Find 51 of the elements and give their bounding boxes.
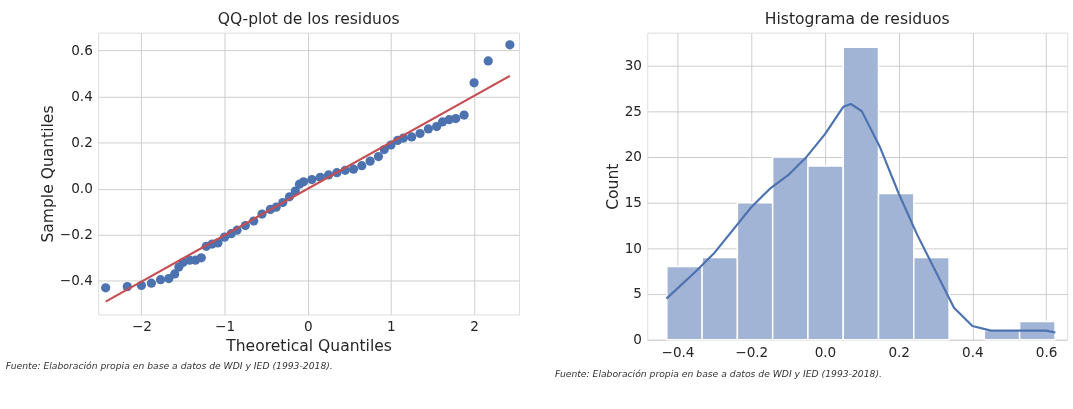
x-tick-label: −2 — [131, 318, 152, 335]
y-tick-label: 0.2 — [71, 134, 93, 151]
x-tick-label: −0.4 — [661, 343, 695, 360]
chart-title: QQ-plot de los residuos — [217, 9, 400, 28]
x-tick-label: −1 — [215, 318, 236, 335]
y-tick-label: 0 — [633, 331, 642, 348]
x-tick-label: 0.6 — [1035, 343, 1058, 360]
point — [146, 278, 156, 288]
y-axis-title: Sample Quantiles — [38, 105, 57, 243]
chart-title: Histograma de residuos — [764, 9, 950, 28]
x-tick-label: 1 — [387, 318, 396, 335]
y-tick-label: 0.6 — [71, 41, 93, 58]
x-tick-label: −0.2 — [735, 343, 769, 360]
point — [373, 151, 384, 162]
y-tick-label: 15 — [624, 194, 642, 211]
point — [407, 132, 417, 142]
point — [432, 121, 442, 132]
x-tick-label: 0.0 — [814, 343, 837, 360]
source-note: Fuente: Elaboración propia en base a datos de WDI y IED (1993-2018). — [5, 359, 333, 371]
y-tick-label: 0.0 — [71, 180, 93, 197]
point — [459, 110, 469, 120]
y-tick-label: 25 — [624, 102, 642, 119]
x-tick-label: 0.4 — [962, 343, 984, 360]
y-tick-label: 30 — [624, 56, 642, 73]
point — [423, 124, 433, 134]
y-tick-label: −0.2 — [59, 226, 93, 243]
point — [415, 128, 425, 139]
point — [348, 164, 359, 174]
y-axis-title: Count — [603, 163, 622, 210]
x-axis-title: Theoretical Quantiles — [225, 336, 392, 355]
point — [155, 275, 166, 285]
point — [101, 283, 111, 293]
point — [365, 156, 375, 166]
y-tick-label: 10 — [624, 239, 642, 256]
point — [483, 56, 493, 66]
point — [469, 78, 479, 88]
x-tick-label: 0 — [303, 318, 313, 335]
x-tick-label: 0.2 — [888, 343, 910, 360]
source-note: Fuente: Elaboración propia en base a datos de WDI y IED (1993-2018). — [554, 367, 882, 379]
y-tick-label: −0.4 — [59, 272, 93, 289]
x-tick-label: 2 — [470, 318, 479, 335]
point — [196, 253, 206, 263]
y-tick-label: 5 — [633, 285, 642, 302]
y-tick-label: 0.4 — [71, 88, 93, 105]
y-tick-label: 20 — [624, 148, 642, 165]
point — [451, 113, 461, 124]
point — [357, 161, 367, 171]
point — [505, 40, 515, 50]
point — [298, 177, 309, 187]
point — [170, 269, 180, 279]
point — [307, 174, 317, 185]
